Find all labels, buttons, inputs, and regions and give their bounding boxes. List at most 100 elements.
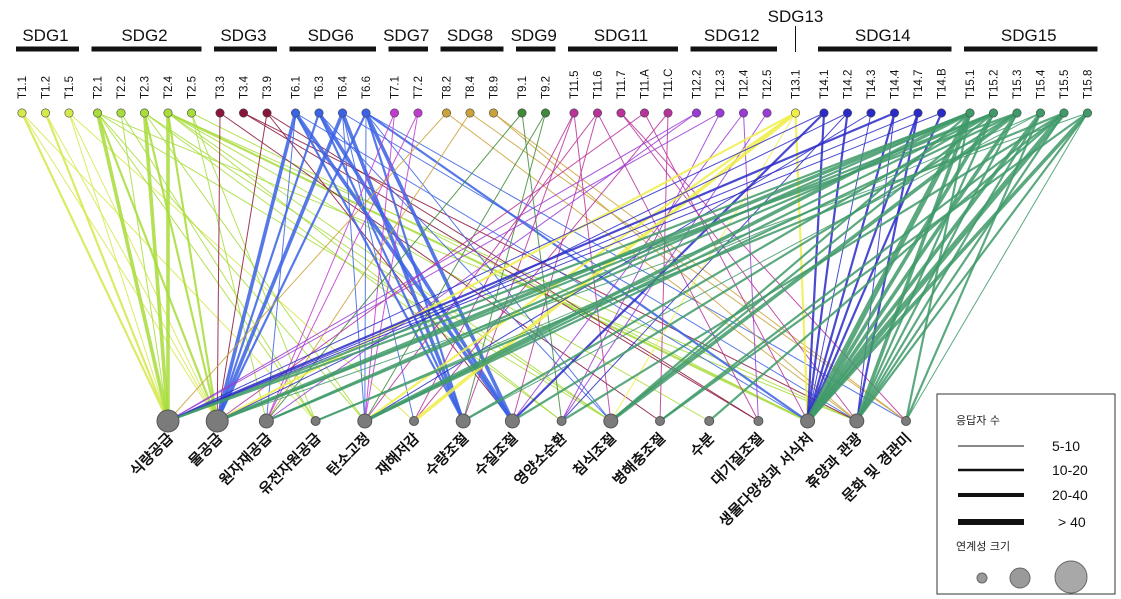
es-dot: [800, 413, 816, 429]
es-dot: [156, 409, 180, 433]
es-label: 수량조절: [422, 429, 472, 479]
es-node-6: 수량조절: [422, 413, 472, 480]
es-dot: [504, 413, 520, 429]
es-dot: [205, 409, 229, 433]
link-line: [806, 111, 896, 423]
target-t15-2: T15.2: [989, 70, 1001, 99]
target-dot: [314, 108, 324, 118]
target-dot: [337, 108, 347, 118]
target-label: T14.7: [913, 70, 925, 99]
target-dot: [663, 108, 673, 118]
target-dot: [441, 108, 451, 118]
target-t6-3: T6.3: [314, 76, 326, 99]
target-label: T3.4: [239, 75, 251, 99]
target-dot: [691, 108, 701, 118]
link-line: [216, 111, 995, 423]
target-label: T15.2: [989, 70, 1001, 99]
target-label: T8.2: [442, 76, 454, 99]
es-label: 영양소순환: [511, 429, 571, 489]
link-line: [144, 112, 563, 422]
target-t15-5: T15.5: [1059, 70, 1071, 99]
target-label: T12.4: [739, 69, 751, 99]
es-label: 식량공급: [126, 429, 176, 479]
target-label: T1.1: [17, 76, 29, 99]
target-dot: [842, 108, 852, 118]
sdg-group-sdg14: SDG14: [818, 26, 952, 52]
target-t14-3: T14.3: [866, 70, 878, 99]
target-label: T15.3: [1012, 70, 1024, 99]
target-t3-9: T3.9: [262, 76, 274, 99]
link-line: [365, 112, 612, 422]
link-line: [216, 111, 368, 423]
link-line: [609, 111, 995, 423]
target-dot: [988, 108, 998, 118]
legend-line-label-1: 5-10: [1052, 438, 1080, 454]
link-line: [644, 112, 809, 422]
target-t12-2: T12.2: [692, 70, 704, 99]
target-t2-1: T2.1: [93, 76, 105, 99]
link-line: [364, 112, 419, 422]
es-node-7: 수질조절: [471, 413, 521, 480]
link-line: [365, 112, 907, 422]
link-line: [143, 111, 219, 423]
link-line: [167, 112, 942, 422]
link-line: [807, 112, 872, 422]
link-line: [166, 111, 896, 423]
link-line: [708, 111, 1066, 423]
target-label: T2.5: [187, 76, 199, 99]
target-dot: [40, 108, 50, 118]
es-dot: [753, 416, 764, 426]
target-dot: [488, 108, 498, 118]
sdg-group-sdg1: SDG1: [16, 26, 79, 52]
es-label: 수질조절: [471, 429, 521, 479]
sdg-label: SDG2: [121, 26, 167, 45]
sdg-targets: T1.1 T1.2 T1.5 T2.1 T2.2 T2.3 T2.4 T2.5 T3.3 T3.4…: [17, 68, 1095, 118]
target-dot: [116, 108, 126, 118]
link-line: [364, 112, 546, 422]
sdg-label: SDG15: [1001, 26, 1057, 45]
target-dot: [64, 108, 74, 118]
es-dot: [409, 416, 419, 426]
es-dot: [849, 413, 865, 429]
target-label: T8.9: [489, 76, 501, 99]
target-label: T15.8: [1083, 70, 1095, 99]
es-node-11: 수분: [687, 416, 718, 461]
es-node-1: 물공급: [186, 409, 229, 470]
legend-node-small: [976, 572, 988, 584]
link-line: [493, 112, 858, 422]
target-t1-1: T1.1: [17, 76, 29, 99]
link-line: [166, 111, 1019, 423]
target-t14-1: T14.1: [819, 70, 831, 99]
link-line: [191, 112, 317, 422]
target-dot: [819, 108, 829, 118]
link-line: [905, 112, 1088, 422]
target-dot: [936, 108, 946, 118]
legend-box: 응답자 수 5-10 10-20 20-40 > 40 연계성 크기: [936, 393, 1116, 595]
target-t14-4: T14.4: [890, 69, 902, 99]
target-t2-3: T2.3: [140, 76, 152, 99]
es-node-8: 영양소순환: [511, 416, 571, 489]
link-line: [362, 111, 972, 423]
sdg-group-sdg6: SDG6: [289, 26, 376, 52]
sdg-label: SDG12: [704, 26, 760, 45]
target-t15-3: T15.3: [1012, 70, 1024, 99]
target-dot: [239, 108, 249, 118]
link-line: [462, 112, 1041, 422]
link-line: [364, 111, 809, 423]
link-line: [21, 112, 218, 422]
link-line: [511, 111, 1019, 423]
sdg-group-sdg7: SDG7: [383, 26, 429, 52]
sdg-group-sdg9: SDG9: [511, 26, 557, 52]
link-line: [805, 111, 1043, 423]
target-label: T9.1: [517, 76, 529, 99]
target-dot: [413, 108, 423, 118]
link-line: [166, 111, 219, 423]
target-dot: [592, 108, 602, 118]
target-dot: [1059, 108, 1069, 118]
target-label: T13.1: [791, 70, 803, 99]
link-line: [342, 112, 415, 422]
es-dot: [455, 413, 471, 429]
target-dot: [540, 108, 550, 118]
target-t3-3: T3.3: [215, 76, 227, 99]
